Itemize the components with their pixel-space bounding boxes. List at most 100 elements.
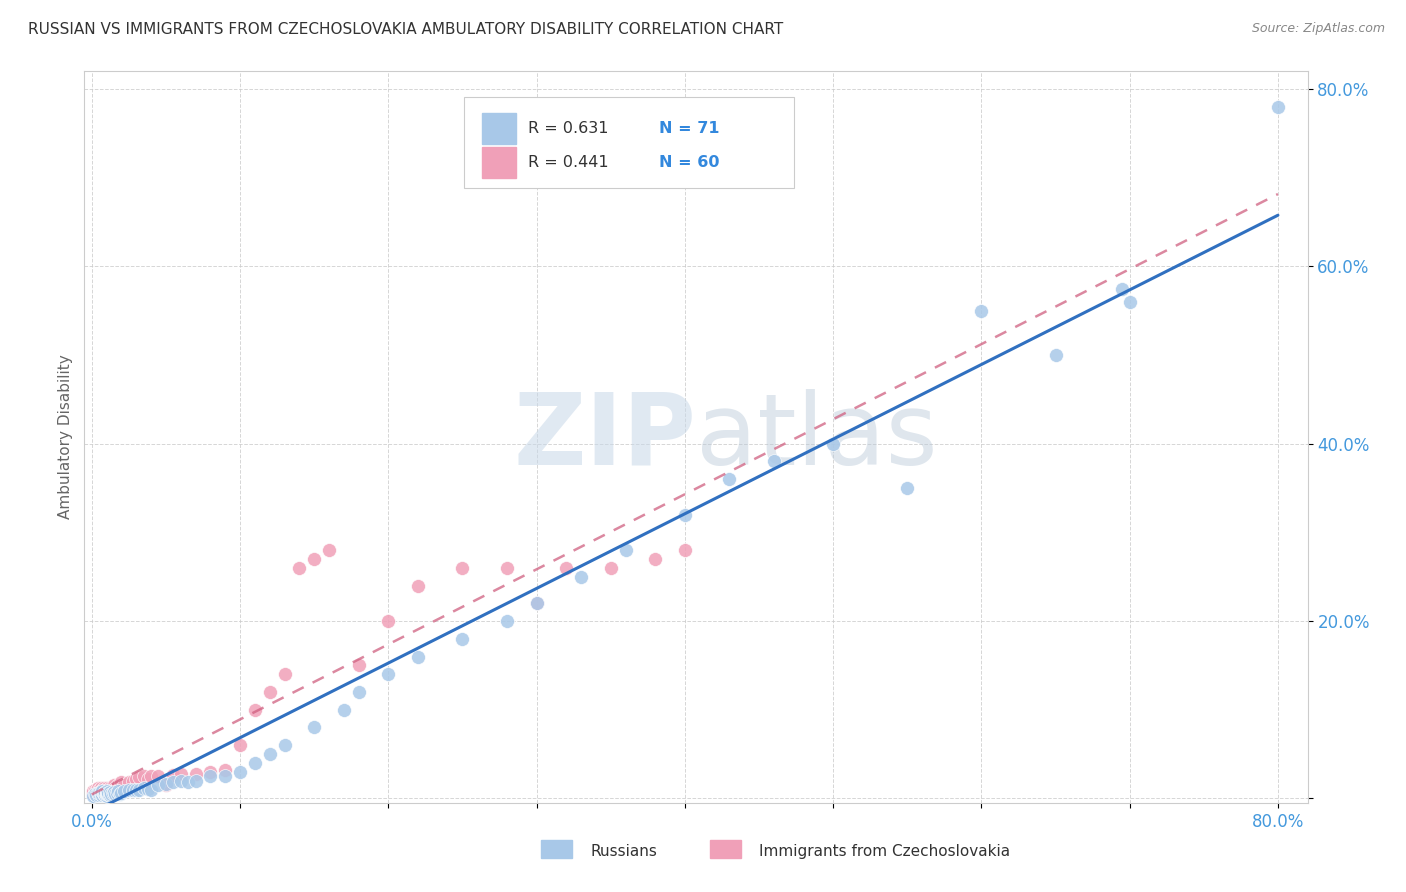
Point — [644, 552, 666, 566]
Point — [229, 764, 252, 779]
Point — [406, 649, 429, 664]
Point — [93, 780, 115, 795]
Point — [318, 543, 340, 558]
Point — [377, 667, 399, 681]
Point — [98, 780, 121, 795]
Point — [673, 508, 696, 522]
Point — [84, 788, 107, 802]
Point — [273, 738, 295, 752]
Point — [184, 773, 207, 788]
Point — [496, 561, 519, 575]
Point — [162, 768, 184, 782]
Point — [377, 614, 399, 628]
Point — [90, 784, 112, 798]
Point — [347, 658, 370, 673]
Point — [406, 578, 429, 592]
Point — [94, 782, 117, 797]
Point — [108, 787, 131, 801]
Point — [97, 787, 120, 801]
Point — [302, 721, 325, 735]
Point — [91, 784, 114, 798]
FancyBboxPatch shape — [482, 147, 516, 178]
Point — [170, 773, 193, 788]
Point — [128, 770, 150, 784]
Point — [136, 772, 159, 786]
Point — [86, 785, 108, 799]
Point — [103, 785, 125, 799]
Point — [83, 786, 105, 800]
Point — [96, 789, 118, 803]
Point — [104, 787, 127, 801]
Text: RUSSIAN VS IMMIGRANTS FROM CZECHOSLOVAKIA AMBULATORY DISABILITY CORRELATION CHAR: RUSSIAN VS IMMIGRANTS FROM CZECHOSLOVAKI… — [28, 22, 783, 37]
Text: N = 71: N = 71 — [659, 121, 720, 136]
Point — [96, 784, 118, 798]
Point — [110, 775, 132, 789]
Point — [96, 787, 118, 801]
Point — [97, 782, 120, 797]
Point — [96, 784, 118, 798]
Point — [1045, 348, 1067, 362]
Point — [718, 472, 741, 486]
Text: Source: ZipAtlas.com: Source: ZipAtlas.com — [1251, 22, 1385, 36]
FancyBboxPatch shape — [482, 113, 516, 144]
Point — [110, 786, 132, 800]
Point — [132, 769, 155, 783]
Point — [128, 782, 150, 797]
Point — [90, 780, 112, 795]
FancyBboxPatch shape — [464, 97, 794, 188]
Point — [101, 780, 124, 795]
Point — [136, 781, 159, 796]
Point — [1111, 282, 1133, 296]
Point — [229, 738, 252, 752]
Point — [823, 436, 845, 450]
Y-axis label: Ambulatory Disability: Ambulatory Disability — [58, 355, 73, 519]
Point — [89, 788, 111, 802]
Point — [125, 772, 148, 786]
Point — [100, 782, 122, 797]
Point — [614, 543, 637, 558]
Point — [302, 552, 325, 566]
Point — [200, 769, 222, 783]
Point — [101, 786, 124, 800]
Point — [93, 786, 115, 800]
Text: ZIP: ZIP — [513, 389, 696, 485]
Point — [84, 787, 107, 801]
Point — [526, 596, 548, 610]
Point — [96, 780, 118, 795]
Point — [89, 786, 111, 800]
Point — [1118, 294, 1140, 309]
Point — [451, 632, 474, 646]
Point — [93, 784, 115, 798]
Point — [970, 303, 993, 318]
Point — [200, 764, 222, 779]
Point — [90, 787, 112, 801]
Point — [94, 785, 117, 799]
Point — [112, 778, 135, 792]
Point — [91, 786, 114, 800]
Point — [896, 481, 918, 495]
Point — [214, 769, 236, 783]
Point — [93, 787, 115, 801]
Point — [82, 784, 104, 798]
Point — [347, 685, 370, 699]
Text: N = 60: N = 60 — [659, 155, 720, 170]
Text: Russians: Russians — [591, 845, 658, 859]
Point — [132, 780, 155, 795]
Point — [89, 786, 111, 800]
Point — [170, 766, 193, 780]
Point — [118, 775, 141, 789]
Point — [107, 784, 129, 798]
Point — [569, 570, 592, 584]
Point — [104, 780, 127, 795]
Point — [148, 778, 170, 792]
Point — [107, 778, 129, 792]
Point — [90, 785, 112, 799]
Point — [98, 785, 121, 799]
Point — [83, 782, 105, 797]
Point — [103, 778, 125, 792]
Point — [139, 769, 162, 783]
Point — [526, 596, 548, 610]
Point — [94, 785, 117, 799]
Point — [122, 783, 145, 797]
Point — [496, 614, 519, 628]
